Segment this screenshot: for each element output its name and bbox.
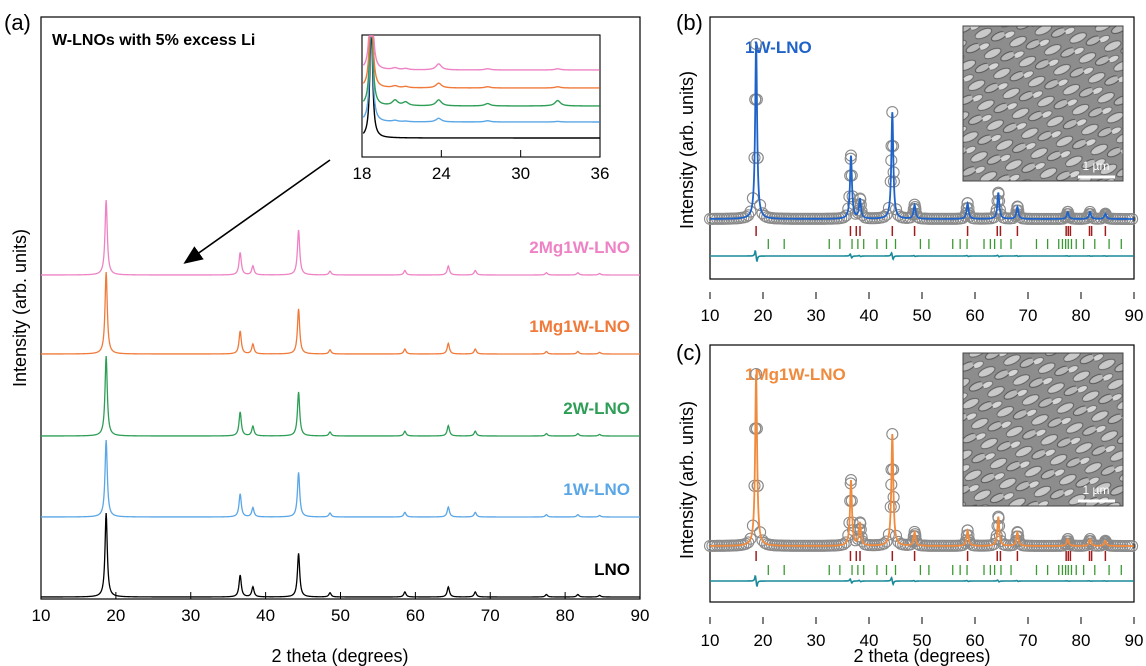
series-line-lno [41, 513, 640, 597]
panel-c-x-tick-label: 60 [966, 631, 985, 650]
panel-b-difference-curve [710, 251, 1134, 261]
panel-b-x-tick-label: 20 [754, 306, 773, 325]
panel-a-x-tick-label: 80 [556, 606, 575, 625]
panel-c-x-tick-label: 30 [807, 631, 826, 650]
panel-c-series-label: 1Mg1W-LNO [745, 365, 846, 384]
series-line-1w-lno [41, 440, 640, 517]
panel-a-x-tick-label: 20 [106, 606, 125, 625]
panel-b-x-tick-label: 40 [860, 306, 879, 325]
series-label-1w-lno: 1W-LNO [563, 480, 630, 499]
inset-plot: 18 24 30 36 [353, 35, 610, 183]
panel-b-x-tick-label: 10 [701, 306, 720, 325]
panel-c-x-tick-label: 10 [701, 631, 720, 650]
panel-a-label: (a) [4, 10, 31, 35]
panel-a-x-tick-label: 90 [631, 606, 650, 625]
inset-arrow [186, 160, 330, 262]
panel-a-x-tick-label: 40 [256, 606, 275, 625]
panel-b-x-tick-label: 90 [1125, 306, 1144, 325]
panel-b-x-tick-label: 30 [807, 306, 826, 325]
panel-a: (a) W-LNOs with 5% excess Li Intensity (… [4, 10, 649, 666]
panel-b-x-ticks: 10 20 30 40 50 60 70 80 90 [701, 292, 1144, 325]
panel-b-ylabel: Intensity (arb. units) [677, 71, 697, 229]
series-label-2mg1w-lno: 2Mg1W-LNO [529, 238, 630, 257]
series-label-lno: LNO [594, 560, 630, 579]
panel-a-ylabel: Intensity (arb. units) [10, 229, 30, 387]
panel-c-x-tick-label: 20 [754, 631, 773, 650]
panel-a-x-tick-label: 30 [181, 606, 200, 625]
panel-c: (c) Intensity (arb. units) 2 theta (degr… [676, 340, 1143, 666]
series-label-1mg1w-lno: 1Mg1W-LNO [529, 317, 630, 336]
panel-c-sem-image: 1 µm [963, 353, 1123, 506]
panel-b-x-tick-label: 50 [913, 306, 932, 325]
panel-c-x-tick-label: 40 [860, 631, 879, 650]
inset-x-tick-label: 30 [511, 164, 530, 183]
panel-c-x-tick-label: 80 [1072, 631, 1091, 650]
panel-c-x-tick-label: 50 [913, 631, 932, 650]
panel-b-sem-image: 1 µm [963, 26, 1123, 181]
panel-b: (b) Intensity (arb. units) 1W-LNO 10 20 30… [676, 10, 1143, 325]
panel-b-x-tick-label: 70 [1019, 306, 1038, 325]
panel-c-x-tick-label: 70 [1019, 631, 1038, 650]
panel-c-x-tick-label: 90 [1125, 631, 1144, 650]
inset-x-tick-label: 36 [591, 164, 610, 183]
inset-x-tick-label: 18 [353, 164, 372, 183]
panel-b-scale-bar-label: 1 µm [1083, 159, 1110, 173]
panel-a-title: W-LNOs with 5% excess Li [52, 32, 255, 49]
series-line-2w-lno [41, 356, 640, 436]
panel-a-series-labels: LNO 1W-LNO 2W-LNO 1Mg1W-LNO 2Mg1W-LNO [529, 238, 630, 579]
panel-b-x-tick-label: 80 [1072, 306, 1091, 325]
panel-a-x-tick-label: 50 [331, 606, 350, 625]
panel-a-x-tick-label: 10 [32, 606, 51, 625]
panel-c-scale-bar-label: 1 µm [1083, 483, 1110, 497]
inset-x-tick-label: 24 [432, 164, 451, 183]
panel-a-series-group [41, 200, 640, 597]
panel-a-x-tick-label: 60 [406, 606, 425, 625]
panel-c-ylabel: Intensity (arb. units) [677, 401, 697, 559]
panel-c-x-ticks: 10 20 30 40 50 60 70 80 90 [701, 617, 1144, 650]
panel-b-x-tick-label: 60 [966, 306, 985, 325]
series-label-2w-lno: 2W-LNO [563, 399, 630, 418]
series-line-1mg1w-lno [41, 272, 640, 354]
panel-a-x-tick-label: 70 [481, 606, 500, 625]
panel-c-difference-curve [710, 576, 1134, 586]
panel-c-label: (c) [676, 340, 702, 365]
panel-b-label: (b) [676, 10, 703, 35]
panel-a-xlabel: 2 theta (degrees) [271, 646, 408, 666]
